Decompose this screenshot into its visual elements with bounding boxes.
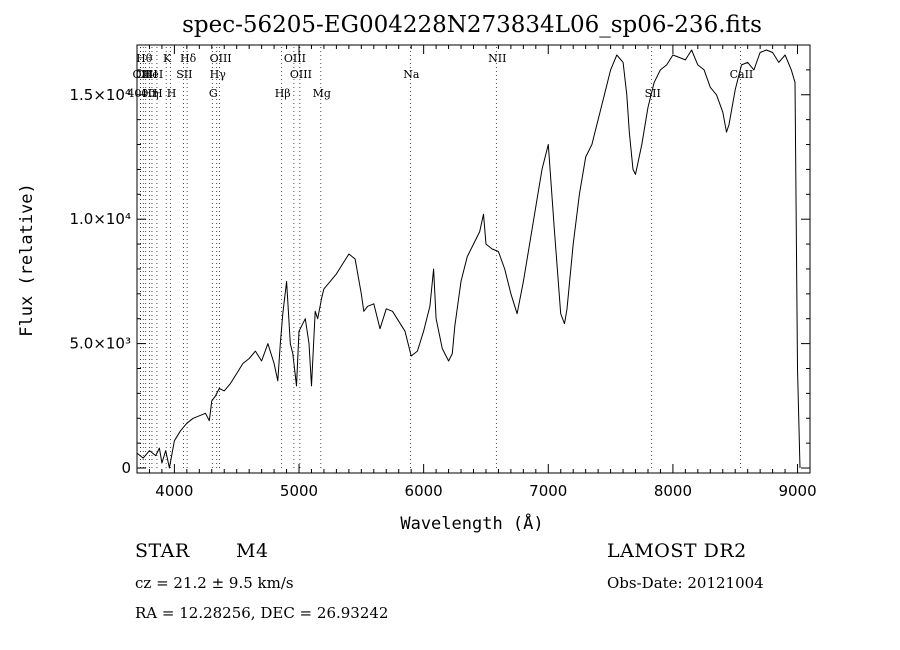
- plot-frame: [136, 44, 811, 474]
- marker-label: OIII: [290, 68, 312, 81]
- marker-label: H: [167, 87, 177, 100]
- plot-area: [136, 49, 801, 469]
- object-class: STAR: [135, 540, 190, 562]
- marker-label: HeI: [143, 68, 163, 81]
- marker-label: Hθ: [136, 52, 153, 65]
- x-tick-label: 6000: [405, 482, 443, 500]
- x-tick-label: 9000: [778, 482, 816, 500]
- marker-label: Hη: [142, 87, 158, 100]
- x-tick-label: 4000: [155, 482, 193, 500]
- y-axis-label: Flux (relative): [17, 183, 37, 337]
- object-subclass: M4: [236, 540, 269, 562]
- marker-label: CaII: [730, 68, 754, 81]
- x-axis: 4000 5000 6000 7000 8000 9000: [148, 45, 817, 500]
- y-axis: 0 5.0×10³ 1.0×10⁴ 1.5×10⁴: [69, 44, 810, 477]
- redshift-velocity: cz = 21.2 ± 9.5 km/s: [135, 574, 294, 592]
- marker-label: K: [163, 52, 172, 65]
- marker-label: Hγ: [210, 68, 227, 81]
- spectral-line-markers: HθOII4000OIIIHηHeIHKHSIIHδGHγOIIIHβOIIIO…: [127, 47, 753, 471]
- x-tick-label: 8000: [654, 482, 692, 500]
- marker-label: SII: [645, 87, 661, 100]
- coordinates: RA = 12.28256, DEC = 26.93242: [135, 604, 389, 622]
- y-tick-label: 1.0×10⁴: [69, 210, 131, 228]
- survey-name: LAMOST DR2: [607, 540, 747, 562]
- spectrum-series-line: [136, 49, 801, 469]
- marker-label: G: [209, 87, 218, 100]
- marker-label: Na: [403, 68, 420, 81]
- x-tick-label: 5000: [280, 482, 318, 500]
- marker-label: H: [153, 87, 163, 100]
- marker-label: Hβ: [275, 87, 291, 100]
- marker-label: Mg: [313, 87, 331, 100]
- marker-label: OIII: [210, 52, 232, 65]
- y-tick-label: 0: [121, 459, 131, 477]
- y-tick-label: 5.0×10³: [69, 335, 131, 353]
- x-axis-label: Wavelength (Å): [400, 512, 543, 534]
- marker-label: Hδ: [180, 52, 197, 65]
- x-tick-label: 7000: [529, 482, 567, 500]
- y-tick-label: 1.5×10⁴: [69, 86, 131, 104]
- chart-title: spec-56205-EG004228N273834L06_sp06-236.f…: [182, 12, 762, 38]
- marker-label: SII: [176, 68, 192, 81]
- marker-label: 4000: [127, 87, 155, 100]
- observation-date: Obs-Date: 20121004: [607, 574, 764, 592]
- marker-label: OIII: [284, 52, 306, 65]
- marker-label: NII: [488, 52, 506, 65]
